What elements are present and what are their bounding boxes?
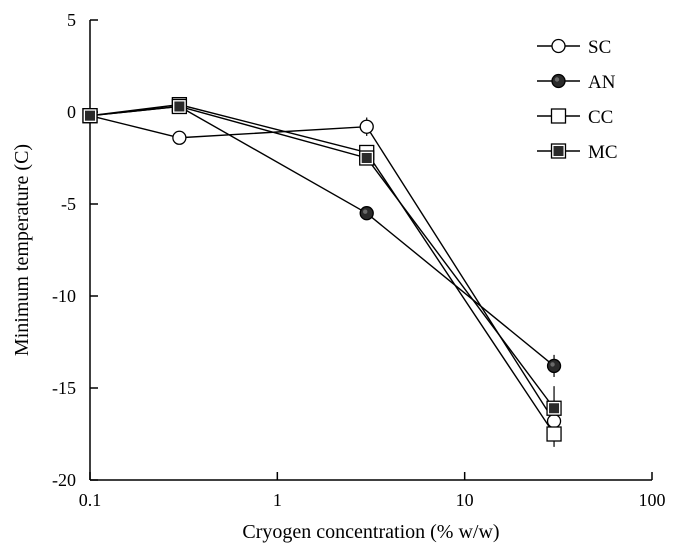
series-mc-point bbox=[546, 400, 562, 416]
series-mc-point-fill bbox=[174, 101, 185, 112]
x-tick-label: 10 bbox=[456, 490, 474, 510]
series-mc-point bbox=[171, 98, 188, 115]
legend-label-an: AN bbox=[588, 72, 616, 93]
y-tick-label: -10 bbox=[52, 286, 76, 306]
series-an-point bbox=[359, 206, 374, 221]
series-sc-point bbox=[172, 130, 187, 145]
legend-marker-sc bbox=[551, 38, 566, 54]
series-mc-markers bbox=[82, 98, 562, 416]
x-tick-label: 100 bbox=[639, 490, 666, 510]
legend-marker-cc bbox=[550, 108, 567, 124]
legend-item-an: AN bbox=[537, 72, 616, 93]
y-axis-label: Minimum temperature (C) bbox=[11, 144, 33, 356]
x-axis-label: Cryogen concentration (% w/w) bbox=[242, 521, 499, 543]
legend-marker-mc-fill bbox=[553, 146, 564, 156]
series-cc-point bbox=[546, 426, 562, 442]
y-tick-label: -20 bbox=[52, 470, 76, 490]
series-mc-point-fill bbox=[361, 153, 372, 163]
series-an-point bbox=[546, 358, 562, 374]
series-mc-point-fill bbox=[549, 403, 560, 414]
series-sc-markers bbox=[82, 108, 562, 429]
y-tick-label: 5 bbox=[67, 10, 76, 30]
legend-item-cc: CC bbox=[537, 107, 613, 128]
series-mc bbox=[89, 102, 555, 431]
legend: SC AN CC MC bbox=[537, 37, 618, 163]
series-mc-line bbox=[89, 105, 555, 409]
series-mc-point-fill bbox=[85, 110, 95, 121]
series-cc bbox=[89, 100, 555, 447]
legend-marker-an bbox=[551, 73, 566, 89]
series-sc-point bbox=[546, 413, 562, 429]
x-tick-label: 1 bbox=[273, 490, 282, 510]
y-tick-label: -15 bbox=[52, 378, 76, 398]
legend-label-sc: SC bbox=[588, 37, 611, 58]
series-layer bbox=[82, 96, 562, 447]
legend-marker-an-shine bbox=[554, 77, 560, 82]
series-sc-line bbox=[89, 115, 555, 422]
series-an bbox=[89, 102, 555, 377]
series-mc-point bbox=[82, 108, 98, 124]
legend-item-mc: MC bbox=[537, 142, 618, 163]
series-mc-point bbox=[359, 150, 375, 166]
y-tick-label: 0 bbox=[67, 102, 76, 122]
series-sc-point bbox=[359, 119, 374, 134]
series-an-point-shine bbox=[550, 362, 555, 367]
series-sc bbox=[89, 115, 555, 433]
legend-marker-mc bbox=[550, 143, 567, 159]
series-an-point-shine bbox=[363, 209, 368, 214]
axes: 5 0 -5 -10 -15 -200.1 1 10 100 bbox=[52, 10, 666, 510]
x-tick-label: 0.1 bbox=[79, 490, 102, 510]
series-cc-markers bbox=[82, 96, 562, 442]
y-tick-label: -5 bbox=[61, 194, 76, 214]
legend-item-sc: SC bbox=[537, 37, 611, 58]
legend-label-cc: CC bbox=[588, 107, 613, 128]
legend-label-mc: MC bbox=[588, 142, 618, 163]
series-cc-line bbox=[89, 103, 555, 435]
